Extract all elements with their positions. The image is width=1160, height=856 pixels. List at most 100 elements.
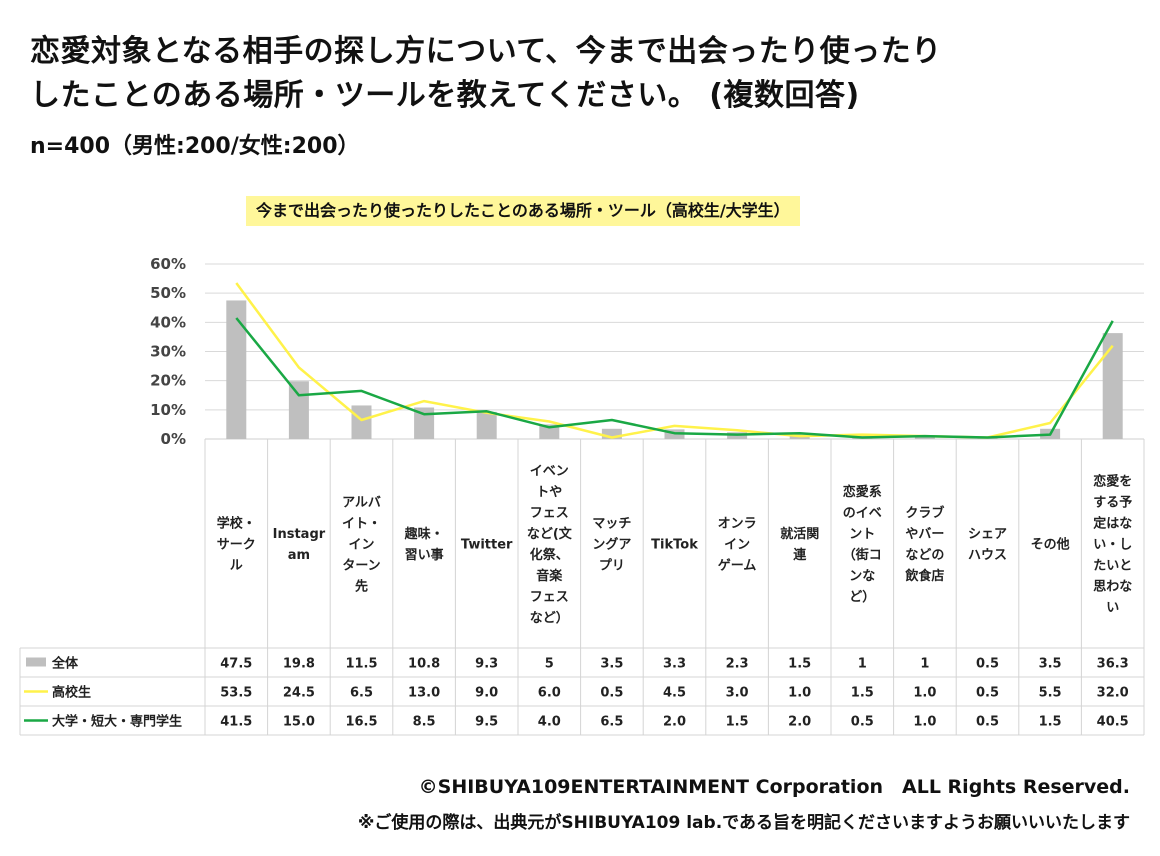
data-label: 1.5	[726, 715, 749, 730]
data-label: 47.5	[220, 657, 252, 672]
data-label: 0.5	[600, 686, 623, 701]
legend-label: 全体	[51, 656, 79, 672]
y-tick-label: 60%	[150, 255, 186, 273]
category-label: など）	[530, 610, 569, 626]
category-label: 習い事	[405, 547, 444, 563]
bar	[1102, 333, 1123, 439]
combo-chart: 0%10%20%30%40%50%60%学校・サークルInstagramアルバイ…	[19, 255, 1145, 736]
data-label: 13.0	[408, 686, 440, 701]
category-label: ゲーム	[718, 558, 757, 574]
data-label: 4.0	[538, 715, 561, 730]
category-label: Twitter	[461, 538, 513, 553]
category-label: ハウス	[968, 548, 1007, 563]
category-label: フェス	[530, 506, 569, 521]
data-label: 1.0	[913, 715, 936, 730]
data-label: 53.5	[220, 686, 252, 701]
data-label: 2.3	[726, 657, 749, 672]
data-label: 9.3	[475, 657, 498, 672]
y-tick-label: 10%	[150, 401, 186, 419]
category-label: 先	[355, 579, 368, 595]
category-label: など(文	[527, 526, 573, 542]
category-label: 恋愛系	[843, 484, 882, 500]
category-label: 恋愛を	[1093, 474, 1132, 490]
category-label: する予	[1093, 496, 1132, 511]
y-tick-label: 40%	[150, 313, 186, 331]
category-label: ターン	[342, 559, 380, 574]
category-label: い・し	[1093, 538, 1132, 553]
data-label: 1.0	[788, 686, 811, 701]
category-label: 定はな	[1092, 516, 1132, 532]
copyright: ©SHIBUYA109ENTERTAINMENT Corporation ALL…	[418, 776, 1130, 798]
title-line-1: 恋愛対象となる相手の探し方について、今まで出会ったり使ったり	[30, 34, 942, 69]
data-label: 9.5	[475, 715, 498, 730]
y-tick-label: 50%	[150, 284, 186, 302]
bar	[351, 405, 372, 439]
data-label: 3.0	[726, 686, 749, 701]
data-label: 36.3	[1097, 657, 1129, 672]
category-label: い	[1106, 601, 1119, 616]
legend-swatch	[26, 657, 46, 667]
category-label: am	[288, 548, 310, 563]
data-label: 16.5	[345, 715, 377, 730]
data-label: 1	[858, 657, 867, 672]
category-label: 趣味・	[404, 526, 444, 542]
sample-size: n=400（男性:200/女性:200）	[30, 134, 360, 159]
category-label: （街コ	[843, 547, 882, 563]
y-tick-label: 20%	[150, 372, 186, 390]
category-label: ど）	[849, 589, 875, 605]
data-label: 0.5	[976, 657, 999, 672]
category-label: 思わな	[1093, 580, 1132, 595]
data-label: 4.5	[663, 686, 686, 701]
data-label: 41.5	[220, 715, 252, 730]
data-label: 1	[920, 657, 929, 672]
bar	[539, 424, 560, 439]
data-label: 9.0	[475, 686, 498, 701]
data-label: 19.8	[283, 657, 315, 672]
category-label: フェス	[530, 590, 569, 605]
bar	[476, 411, 497, 439]
data-label: 5	[545, 657, 554, 672]
data-label: 1.0	[913, 686, 936, 701]
data-label: 11.5	[345, 657, 377, 672]
category-label: イン	[348, 538, 374, 553]
category-label: イト・	[342, 517, 381, 532]
category-label: ル	[230, 559, 243, 574]
category-label: マッチ	[592, 517, 631, 532]
data-label: 3.3	[663, 657, 686, 672]
category-label: などの	[905, 548, 944, 563]
data-label: 3.5	[600, 657, 623, 672]
data-label: 0.5	[976, 715, 999, 730]
category-label: 連	[793, 547, 807, 563]
data-label: 0.5	[851, 715, 874, 730]
category-label: たいと	[1093, 559, 1132, 574]
data-label: 6.0	[538, 686, 561, 701]
category-label: 学校・	[217, 516, 256, 532]
category-label: シェア	[968, 527, 1007, 542]
category-label: オンラ	[718, 517, 757, 532]
category-label: クラブ	[905, 505, 944, 521]
data-label: 6.5	[350, 686, 373, 701]
category-label: イン	[724, 538, 750, 553]
category-label: ント	[849, 527, 875, 542]
bar	[414, 407, 435, 439]
data-label: 1.5	[1039, 715, 1062, 730]
data-label: 0.5	[976, 686, 999, 701]
y-tick-label: 30%	[150, 343, 186, 361]
category-label: Instagr	[273, 527, 326, 542]
data-label: 8.5	[413, 715, 436, 730]
title-line-2: したことのある場所・ツールを教えてください。 (複数回答)	[30, 78, 860, 113]
category-label: アルバ	[342, 496, 381, 511]
data-label: 2.0	[788, 715, 811, 730]
data-label: 1.5	[788, 657, 811, 672]
legend-label: 高校生	[52, 685, 91, 701]
page-title: 恋愛対象となる相手の探し方について、今まで出会ったり使ったり したことのある場所…	[30, 30, 1150, 118]
category-label: ンな	[849, 569, 875, 584]
bar	[226, 300, 247, 439]
chart-title: 今まで出会ったり使ったりしたことのある場所・ツール（高校生/大学生）	[246, 196, 800, 226]
data-label: 5.5	[1039, 686, 1062, 701]
legend-label: 大学・短大・専門学生	[52, 714, 182, 730]
category-label: ングア	[592, 537, 631, 553]
data-label: 15.0	[283, 715, 315, 730]
data-label: 24.5	[283, 686, 315, 701]
category-label: 化祭、	[530, 547, 569, 563]
